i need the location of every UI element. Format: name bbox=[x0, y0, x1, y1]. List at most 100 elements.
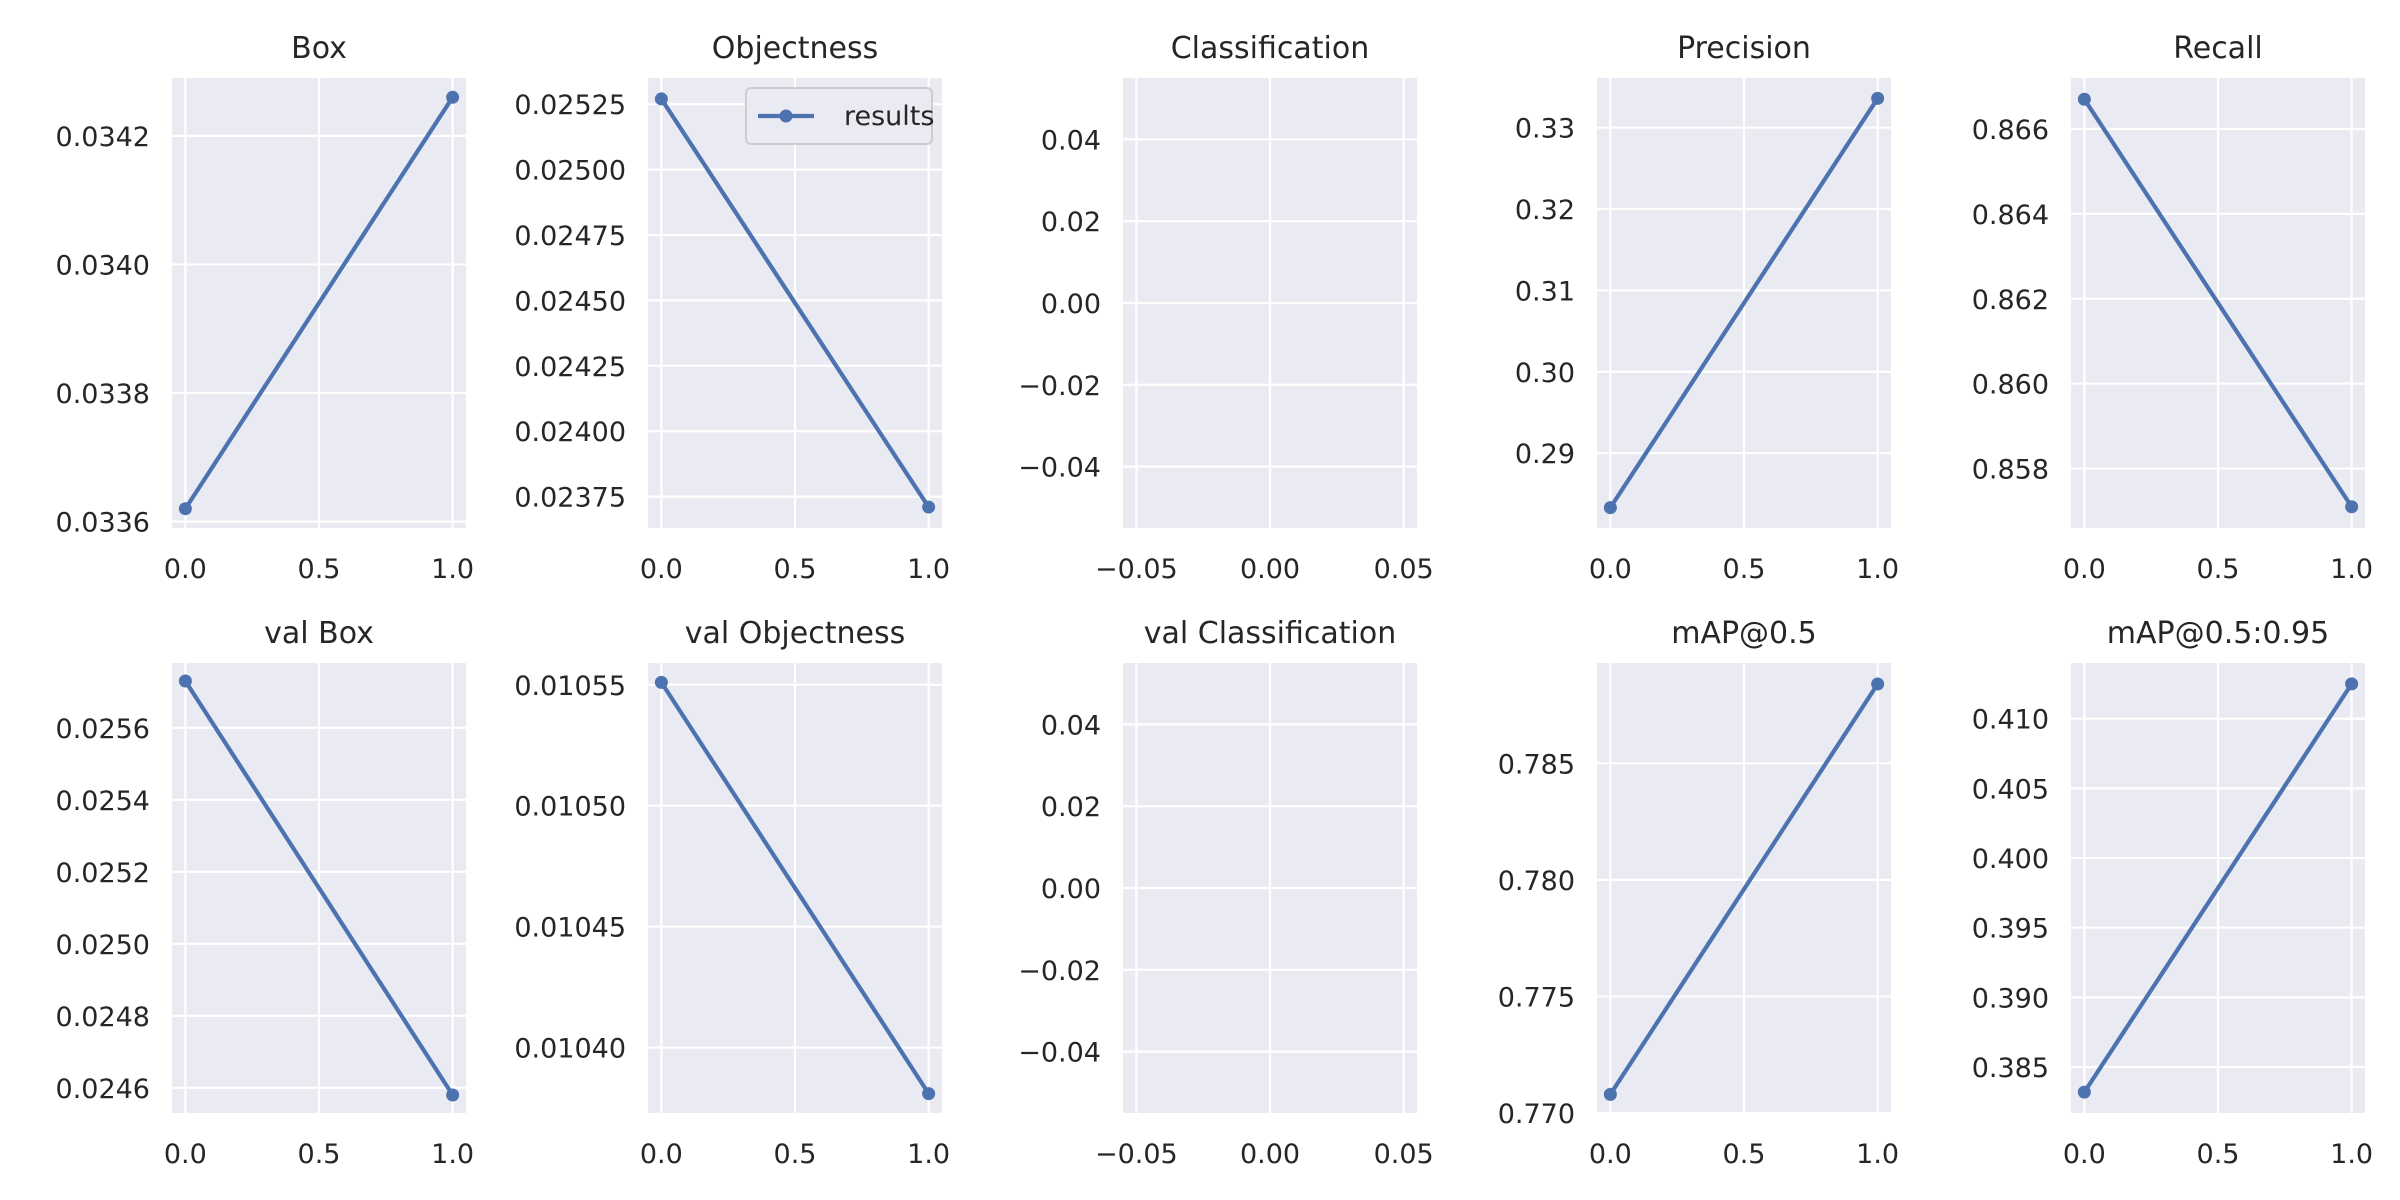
val-objectness-title: val Objectness bbox=[685, 616, 905, 651]
box-x-tick-label: 1.0 bbox=[431, 554, 474, 585]
map-0-5-0-95-y-tick-label: 0.410 bbox=[1972, 705, 2049, 736]
subplot-classification: −0.05 0.00 0.05 −0.04 −0.02 0.00 0.02 0.04 Class… bbox=[1018, 31, 1433, 585]
objectness-y-tick-label: 0.02375 bbox=[514, 483, 626, 514]
map-0-5-0-95-data-point bbox=[2077, 1085, 2091, 1099]
classification-x-tick-label: 0.00 bbox=[1240, 554, 1300, 585]
subplot-val-objectness: 0.0 0.5 1.0 0.01040 0.01045 0.01050 0.01055 val… bbox=[514, 616, 950, 1170]
subplot-recall: 0.0 0.5 1.0 0.858 0.860 0.862 0.864 0.866 Recall bbox=[1972, 31, 2373, 585]
classification-y-tick-label: −0.04 bbox=[1018, 453, 1101, 484]
val-classification-y-tick-label: −0.04 bbox=[1018, 1038, 1101, 1069]
map-0-5-0-95-x-tick-label: 0.0 bbox=[2063, 1139, 2106, 1170]
precision-y-tick-label: 0.30 bbox=[1515, 358, 1575, 389]
val-objectness-data-point bbox=[654, 675, 668, 689]
precision-data-point bbox=[1603, 501, 1617, 515]
map-0-5-0-95-y-tick-label: 0.390 bbox=[1972, 983, 2049, 1014]
classification-x-tick-label: −0.05 bbox=[1095, 554, 1178, 585]
map-0-5-0-95-x-tick-label: 0.5 bbox=[2197, 1139, 2240, 1170]
recall-series-line bbox=[2082, 98, 2354, 508]
map-0-5-0-95-y-tick-label: 0.385 bbox=[1972, 1053, 2049, 1084]
map-0-5-y-tick-label: 0.780 bbox=[1498, 866, 1575, 897]
subplot-map-0-5: 0.0 0.5 1.0 0.770 0.775 0.780 0.785 mAP@0.5 bbox=[1498, 616, 1899, 1170]
objectness-title: Objectness bbox=[712, 31, 878, 66]
recall-x-tick-label: 1.0 bbox=[2330, 554, 2373, 585]
objectness-x-tick-label: 1.0 bbox=[907, 554, 950, 585]
legend-marker bbox=[779, 109, 793, 123]
val-objectness-x-tick-label: 1.0 bbox=[907, 1139, 950, 1170]
recall-y-tick-label: 0.862 bbox=[1972, 285, 2049, 316]
val-box-data-point bbox=[178, 674, 192, 688]
map-0-5-0-95-y-tick-label: 0.395 bbox=[1972, 914, 2049, 945]
map-0-5-0-95-series-line bbox=[2082, 682, 2354, 1094]
val-objectness-y-tick-label: 0.01040 bbox=[514, 1034, 626, 1065]
val-box-y-tick-label: 0.0246 bbox=[56, 1074, 150, 1105]
map-0-5-data-point bbox=[1603, 1087, 1617, 1101]
box-title: Box bbox=[291, 31, 347, 66]
box-x-tick-label: 0.5 bbox=[298, 554, 341, 585]
objectness-data-point bbox=[654, 92, 668, 106]
box-y-tick-label: 0.0338 bbox=[56, 379, 150, 410]
val-classification-y-tick-label: −0.02 bbox=[1018, 956, 1101, 987]
box-y-tick-label: 0.0340 bbox=[56, 250, 150, 281]
val-classification-y-tick-label: 0.00 bbox=[1041, 874, 1101, 905]
val-box-data-point bbox=[446, 1088, 460, 1102]
val-box-title: val Box bbox=[264, 616, 374, 651]
val-box-y-tick-label: 0.0254 bbox=[56, 786, 150, 817]
map-0-5-x-tick-label: 1.0 bbox=[1856, 1139, 1899, 1170]
val-objectness-data-point bbox=[922, 1087, 936, 1101]
recall-x-tick-label: 0.5 bbox=[2197, 554, 2240, 585]
box-x-tick-label: 0.0 bbox=[164, 554, 207, 585]
legend-label: results bbox=[844, 101, 934, 132]
objectness-x-tick-label: 0.0 bbox=[640, 554, 683, 585]
subplot-box: 0.0 0.5 1.0 0.0336 0.0338 0.0340 0.0342 Box bbox=[56, 31, 475, 585]
precision-series-line bbox=[1608, 97, 1880, 509]
map-0-5-0-95-data-point bbox=[2345, 677, 2359, 691]
val-objectness-y-tick-label: 0.01045 bbox=[514, 913, 626, 944]
classification-x-tick-label: 0.05 bbox=[1374, 554, 1434, 585]
map-0-5-x-tick-label: 0.0 bbox=[1589, 1139, 1632, 1170]
val-classification-x-tick-label: 0.00 bbox=[1240, 1139, 1300, 1170]
box-series-line bbox=[183, 96, 455, 510]
box-data-point bbox=[446, 90, 460, 104]
val-objectness-series-line bbox=[659, 681, 931, 1095]
val-objectness-x-tick-label: 0.5 bbox=[774, 1139, 817, 1170]
val-objectness-y-tick-label: 0.01050 bbox=[514, 792, 626, 823]
objectness-series-line bbox=[659, 97, 931, 509]
val-box-y-tick-label: 0.0248 bbox=[56, 1002, 150, 1033]
classification-title: Classification bbox=[1171, 31, 1370, 66]
objectness-y-tick-label: 0.02425 bbox=[514, 352, 626, 383]
precision-y-tick-label: 0.31 bbox=[1515, 276, 1575, 307]
recall-title: Recall bbox=[2173, 31, 2263, 66]
subplot-val-classification: −0.05 0.00 0.05 −0.04 −0.02 0.00 0.02 0.04 val C… bbox=[1018, 616, 1433, 1170]
recall-x-tick-label: 0.0 bbox=[2063, 554, 2106, 585]
precision-y-tick-label: 0.32 bbox=[1515, 195, 1575, 226]
recall-data-point bbox=[2077, 92, 2091, 106]
val-box-y-tick-label: 0.0256 bbox=[56, 714, 150, 745]
subplot-precision: 0.0 0.5 1.0 0.29 0.30 0.31 0.32 0.33 Precision bbox=[1515, 31, 1899, 585]
precision-x-tick-label: 0.0 bbox=[1589, 554, 1632, 585]
legend-box bbox=[745, 87, 933, 145]
val-box-x-tick-label: 0.0 bbox=[164, 1139, 207, 1170]
box-data-point bbox=[178, 502, 192, 516]
classification-y-tick-label: 0.04 bbox=[1041, 125, 1101, 156]
objectness-y-tick-label: 0.02475 bbox=[514, 221, 626, 252]
classification-y-tick-label: 0.02 bbox=[1041, 207, 1101, 238]
map-0-5-data-point bbox=[1871, 677, 1885, 691]
map-0-5-title: mAP@0.5 bbox=[1671, 616, 1817, 651]
val-classification-y-tick-label: 0.02 bbox=[1041, 792, 1101, 823]
subplot-val-box: 0.0 0.5 1.0 0.0246 0.0248 0.0250 0.0252 0.0254 0… bbox=[56, 616, 475, 1170]
recall-y-tick-label: 0.858 bbox=[1972, 455, 2049, 486]
classification-y-tick-label: 0.00 bbox=[1041, 289, 1101, 320]
map-0-5-0-95-y-tick-label: 0.405 bbox=[1972, 774, 2049, 805]
subplot-objectness: 0.0 0.5 1.0 0.02375 0.02400 0.02425 0.02450 0.0… bbox=[514, 31, 950, 585]
val-classification-x-tick-label: −0.05 bbox=[1095, 1139, 1178, 1170]
recall-y-tick-label: 0.860 bbox=[1972, 370, 2049, 401]
val-classification-y-tick-label: 0.04 bbox=[1041, 710, 1101, 741]
map-0-5-0-95-x-tick-label: 1.0 bbox=[2330, 1139, 2373, 1170]
val-objectness-y-tick-label: 0.01055 bbox=[514, 671, 626, 702]
val-box-series-line bbox=[183, 679, 455, 1097]
map-0-5-x-tick-label: 0.5 bbox=[1723, 1139, 1766, 1170]
val-classification-title: val Classification bbox=[1144, 616, 1397, 651]
val-box-x-tick-label: 0.5 bbox=[298, 1139, 341, 1170]
val-classification-x-tick-label: 0.05 bbox=[1374, 1139, 1434, 1170]
objectness-y-tick-label: 0.02400 bbox=[514, 417, 626, 448]
